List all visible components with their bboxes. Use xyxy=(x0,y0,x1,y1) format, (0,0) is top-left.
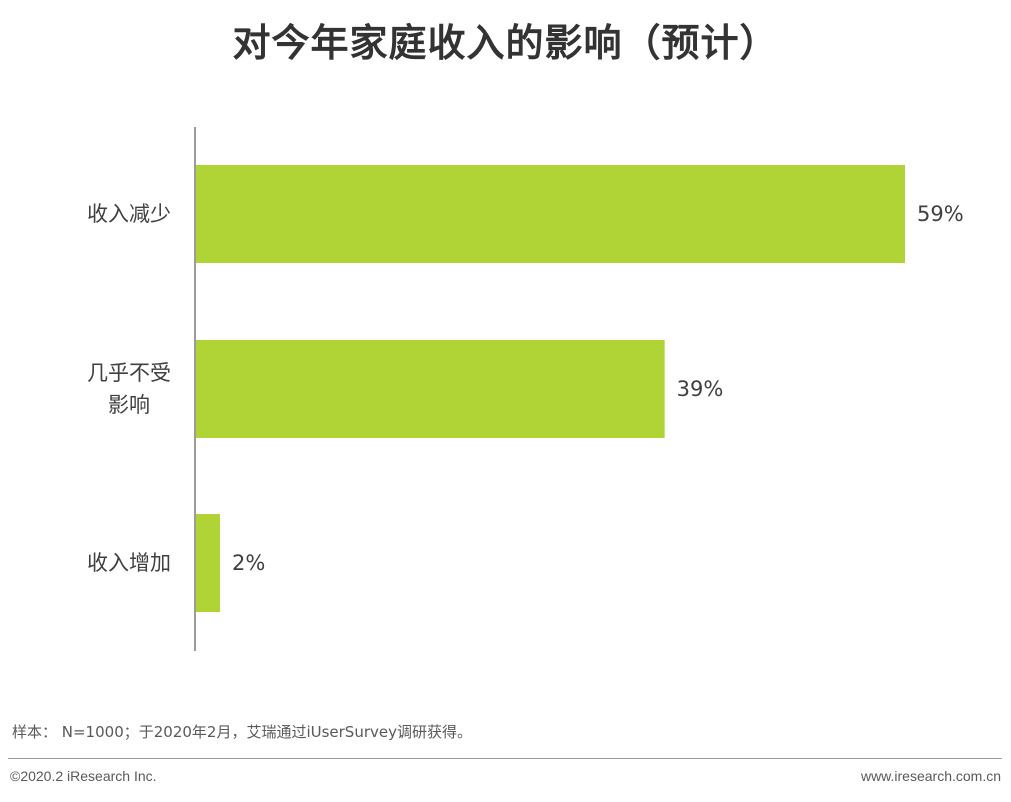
website-link[interactable]: www.iresearch.com.cn xyxy=(860,768,1001,784)
bar-0 xyxy=(196,165,905,263)
sample-note: 样本： N=1000；于2020年2月，艾瑞通过iUserSurvey调研获得。 xyxy=(12,723,472,741)
footer-divider xyxy=(8,758,1002,759)
bar-1 xyxy=(196,340,665,438)
value-label-1: 39% xyxy=(677,377,724,401)
copyright-text: ©2020.2 iResearch Inc. xyxy=(10,768,157,784)
value-label-0: 59% xyxy=(917,202,964,226)
chart-title: 对今年家庭收入的影响（预计） xyxy=(232,21,779,65)
category-label-1-line-0: 几乎不受 xyxy=(87,361,171,385)
category-label-0-line-0: 收入减少 xyxy=(87,202,171,226)
bar-2 xyxy=(196,514,221,612)
category-label-2-line-0: 收入增加 xyxy=(87,551,171,575)
value-label-2: 2% xyxy=(232,551,265,575)
category-label-1-line-1: 影响 xyxy=(108,393,150,417)
bar-group xyxy=(196,165,905,612)
value-labels: 59% 39% 2% xyxy=(232,202,964,575)
